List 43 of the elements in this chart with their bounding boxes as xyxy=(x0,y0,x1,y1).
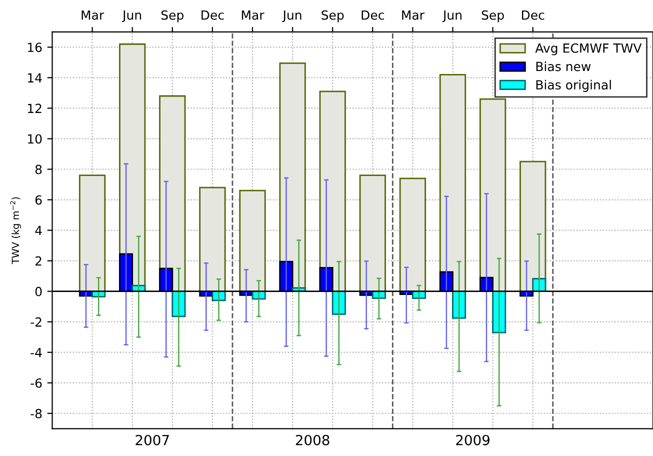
y-axis-title: TWV (kg m$^{−2}$) xyxy=(10,197,21,264)
bar xyxy=(199,186,226,292)
y-tick-label: 10 xyxy=(28,134,42,144)
bar xyxy=(492,290,506,334)
bar xyxy=(479,98,506,292)
text: 2007 xyxy=(136,434,169,446)
x-tick-label: Mar xyxy=(402,10,424,20)
x-tick-label: Sep xyxy=(482,10,504,22)
bar xyxy=(159,95,186,292)
x-tick-label: Sep xyxy=(161,10,184,22)
text: 2008 xyxy=(296,434,330,446)
x-tick-label: Dec xyxy=(522,10,544,20)
y-tick-label: 6 xyxy=(35,195,42,205)
y-tick-label: 12 xyxy=(28,104,42,113)
x-tick-label: Mar xyxy=(82,10,104,20)
legend-label: Avg ECMWF TWV xyxy=(535,43,642,56)
x-tick-label: Jun xyxy=(122,10,142,22)
y-tick-label: 4 xyxy=(35,226,42,236)
bar xyxy=(78,174,106,292)
bar xyxy=(319,90,346,292)
x-tick-label: Dec xyxy=(362,10,384,20)
bar xyxy=(399,178,426,292)
bar xyxy=(239,190,266,292)
x-tick-label: Sep xyxy=(322,10,344,22)
y-tick-label: 0 xyxy=(35,286,42,296)
y-tick-label: 8 xyxy=(35,164,42,174)
y-tick-label: -2 xyxy=(30,317,42,327)
x-tick-label: Dec xyxy=(202,10,224,20)
bar xyxy=(359,174,386,292)
text: 2009 xyxy=(456,434,490,446)
y-tick-label: -8 xyxy=(30,408,42,418)
y-tick-label: -4 xyxy=(30,348,42,358)
bar xyxy=(520,160,546,292)
y-tick-label: -6 xyxy=(30,378,42,388)
x-tick-label: Mar xyxy=(242,10,264,20)
x-tick-label: Jun xyxy=(282,10,302,22)
y-tick-label: 2 xyxy=(35,256,42,266)
y-tick-label: 14 xyxy=(28,73,42,82)
bar xyxy=(439,74,466,292)
x-tick-label: Jun xyxy=(442,10,462,22)
legend-label: Bias original xyxy=(536,80,611,92)
y-tick-label: 16 xyxy=(28,42,42,52)
legend-label: Bias new xyxy=(536,62,591,72)
